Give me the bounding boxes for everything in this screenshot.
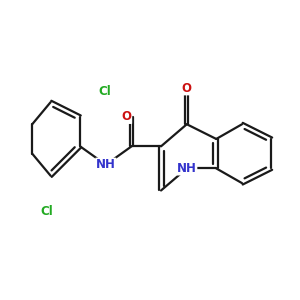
Text: O: O: [182, 82, 192, 95]
Text: O: O: [122, 110, 132, 123]
Text: Cl: Cl: [40, 205, 53, 218]
Text: Cl: Cl: [98, 85, 111, 98]
Text: NH: NH: [96, 158, 116, 171]
Text: NH: NH: [177, 162, 197, 175]
